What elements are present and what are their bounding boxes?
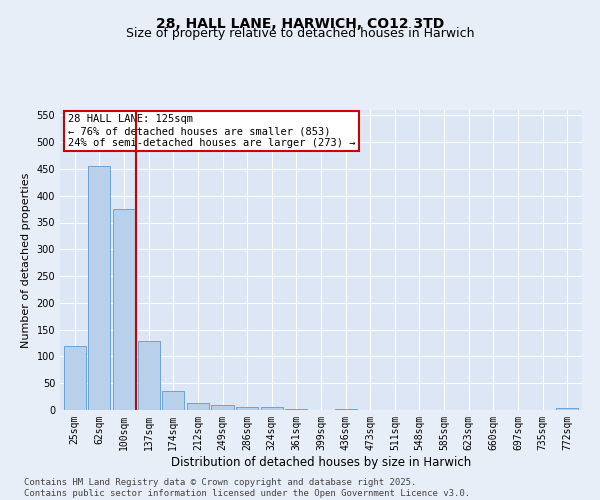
Text: 28, HALL LANE, HARWICH, CO12 3TD: 28, HALL LANE, HARWICH, CO12 3TD — [156, 18, 444, 32]
Bar — [556, 408, 578, 410]
Bar — [88, 166, 110, 410]
Bar — [162, 391, 184, 410]
Bar — [113, 209, 135, 410]
Bar — [137, 342, 160, 410]
Y-axis label: Number of detached properties: Number of detached properties — [21, 172, 31, 348]
Bar — [64, 346, 86, 410]
Text: 28 HALL LANE: 125sqm
← 76% of detached houses are smaller (853)
24% of semi-deta: 28 HALL LANE: 125sqm ← 76% of detached h… — [68, 114, 355, 148]
Text: Contains HM Land Registry data © Crown copyright and database right 2025.
Contai: Contains HM Land Registry data © Crown c… — [24, 478, 470, 498]
X-axis label: Distribution of detached houses by size in Harwich: Distribution of detached houses by size … — [171, 456, 471, 468]
Bar — [260, 407, 283, 410]
Bar — [236, 408, 258, 410]
Bar — [211, 405, 233, 410]
Text: Size of property relative to detached houses in Harwich: Size of property relative to detached ho… — [126, 28, 474, 40]
Bar — [187, 402, 209, 410]
